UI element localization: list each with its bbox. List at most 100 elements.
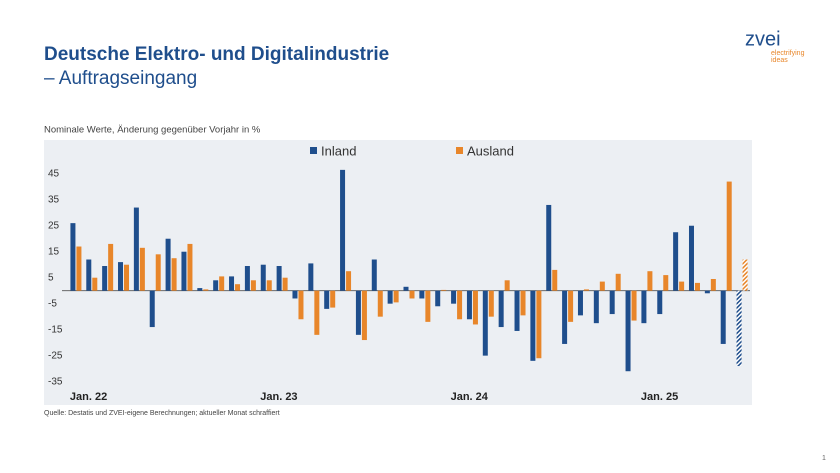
bar (229, 276, 235, 291)
bar (133, 207, 139, 291)
bar (472, 290, 478, 325)
bar (425, 290, 431, 322)
bar (181, 251, 187, 291)
bar (86, 259, 92, 291)
bar (694, 282, 700, 291)
bar (451, 290, 457, 304)
source-note: Quelle: Destatis und ZVEI-eigene Berechn… (44, 410, 280, 417)
bar (124, 264, 130, 291)
bar (562, 290, 568, 344)
bar (520, 290, 526, 316)
y-tick-label: 5 (48, 272, 54, 283)
bar (419, 290, 425, 299)
title: Deutsche Elektro- und Digitalindustrie (44, 44, 389, 65)
bar (340, 169, 346, 291)
bar (102, 266, 108, 291)
bar (250, 280, 256, 291)
bar (514, 290, 520, 331)
bar (187, 243, 193, 291)
legend-label: Inland (321, 143, 356, 158)
bar (213, 280, 219, 291)
bar (504, 280, 510, 291)
y-tick-label: 15 (48, 246, 60, 257)
bar (346, 271, 352, 291)
bar (292, 290, 298, 299)
x-tick-label: Jan. 23 (260, 391, 297, 403)
bar (546, 204, 552, 291)
bar (726, 181, 732, 291)
bar (70, 223, 76, 291)
bar (552, 269, 558, 291)
bar (599, 281, 605, 291)
bar (625, 290, 631, 372)
bar (235, 284, 241, 291)
bar (171, 258, 177, 291)
bar (641, 290, 647, 324)
bar (219, 276, 225, 291)
y-tick-label: 45 (48, 168, 60, 179)
bar (139, 247, 145, 291)
bar (361, 290, 367, 341)
bar (76, 246, 82, 291)
bar (568, 290, 574, 322)
bar (266, 280, 272, 291)
bar (631, 290, 637, 321)
y-tick-label: -5 (48, 298, 57, 309)
y-tick-label: -15 (48, 324, 63, 335)
bar (371, 259, 377, 291)
chart-subtitle: Nominale Werte, Änderung gegenüber Vorja… (44, 125, 261, 136)
bar (441, 289, 447, 291)
bar (530, 290, 536, 361)
bar (710, 278, 716, 291)
x-tick-label: Jan. 24 (451, 391, 489, 403)
bar (314, 290, 320, 335)
bar (657, 290, 663, 315)
y-tick-label: 35 (48, 194, 60, 205)
bar (118, 262, 124, 291)
bar (355, 290, 361, 335)
logo-tagline: ideas (771, 57, 788, 64)
y-tick-label: -35 (48, 376, 63, 387)
bar (577, 290, 583, 316)
subtitle: – Auftragseingang (44, 68, 197, 89)
y-tick-label: -25 (48, 350, 63, 361)
bar (165, 238, 171, 291)
bar (387, 290, 393, 304)
bar (688, 225, 694, 291)
bar (260, 264, 266, 291)
logo-name: zvei (745, 28, 781, 50)
bar (149, 290, 155, 328)
bar (498, 290, 504, 328)
bar (324, 290, 330, 309)
bar (197, 288, 203, 291)
bar (536, 290, 542, 359)
bar (457, 290, 463, 320)
legend-label: Ausland (467, 143, 514, 158)
bar (736, 290, 742, 367)
logo-tagline: electrifying (771, 50, 805, 57)
bar (308, 263, 314, 291)
bar (377, 290, 383, 317)
bar (409, 290, 415, 299)
y-tick-label: 25 (48, 220, 60, 231)
bar (108, 243, 114, 291)
bar (276, 266, 282, 291)
bar (679, 281, 685, 291)
bar (466, 290, 472, 320)
bar (244, 266, 250, 291)
bar (742, 259, 748, 291)
bar (435, 290, 441, 307)
bar (615, 273, 621, 291)
legend-swatch (456, 147, 463, 154)
x-tick-label: Jan. 25 (641, 391, 678, 403)
plot-area (44, 140, 752, 405)
bar (155, 254, 161, 291)
bar (593, 290, 599, 324)
bar (583, 289, 589, 291)
x-tick-label: Jan. 22 (70, 391, 107, 403)
bar (673, 232, 679, 291)
bar (393, 290, 399, 303)
bar (704, 290, 710, 294)
